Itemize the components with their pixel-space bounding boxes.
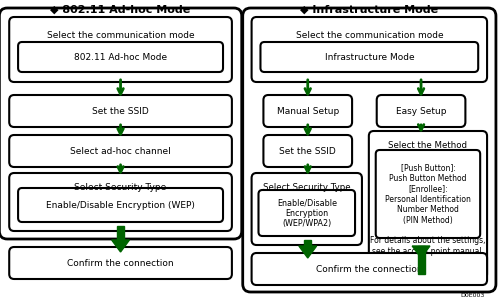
- Text: Set the SSID: Set the SSID: [280, 146, 336, 156]
- Text: Select ad-hoc channel: Select ad-hoc channel: [70, 146, 171, 156]
- Polygon shape: [112, 240, 130, 252]
- FancyBboxPatch shape: [9, 95, 232, 127]
- Text: Manual Setup: Manual Setup: [276, 106, 339, 116]
- FancyBboxPatch shape: [264, 95, 352, 127]
- Text: Select Security Type: Select Security Type: [74, 184, 166, 192]
- FancyBboxPatch shape: [260, 42, 478, 72]
- FancyBboxPatch shape: [252, 253, 487, 285]
- Polygon shape: [299, 246, 316, 258]
- FancyBboxPatch shape: [252, 173, 362, 245]
- Text: Enable/Disable Encryption (WEP): Enable/Disable Encryption (WEP): [46, 200, 195, 210]
- FancyBboxPatch shape: [9, 17, 232, 82]
- Text: ◆ Infrastructure Mode: ◆ Infrastructure Mode: [300, 5, 438, 15]
- FancyBboxPatch shape: [376, 95, 466, 127]
- FancyBboxPatch shape: [9, 247, 232, 279]
- Text: D0E003: D0E003: [460, 293, 485, 298]
- Text: Enable/Disable
Encryption
(WEP/WPA2): Enable/Disable Encryption (WEP/WPA2): [277, 198, 337, 228]
- FancyBboxPatch shape: [242, 8, 496, 292]
- Polygon shape: [304, 240, 311, 246]
- FancyBboxPatch shape: [18, 42, 223, 72]
- Polygon shape: [418, 246, 424, 274]
- Polygon shape: [117, 226, 124, 240]
- Text: For details about the settings,
see the access point manual.: For details about the settings, see the …: [370, 236, 486, 256]
- Text: 802.11 Ad-hoc Mode: 802.11 Ad-hoc Mode: [74, 52, 167, 62]
- FancyBboxPatch shape: [258, 190, 355, 236]
- Text: Select the communication mode: Select the communication mode: [46, 31, 195, 41]
- Text: Select the communication mode: Select the communication mode: [296, 31, 443, 41]
- Text: Infrastructure Mode: Infrastructure Mode: [324, 52, 414, 62]
- FancyBboxPatch shape: [252, 17, 487, 82]
- FancyBboxPatch shape: [369, 131, 487, 279]
- Text: ◆ 802.11 Ad-hoc Mode: ◆ 802.11 Ad-hoc Mode: [50, 5, 190, 15]
- FancyBboxPatch shape: [264, 135, 352, 167]
- Text: Confirm the connection: Confirm the connection: [67, 259, 174, 267]
- Text: Set the SSID: Set the SSID: [92, 106, 149, 116]
- FancyBboxPatch shape: [9, 173, 232, 231]
- Text: Easy Setup: Easy Setup: [396, 106, 446, 116]
- Text: Select Security Type: Select Security Type: [263, 184, 350, 192]
- FancyBboxPatch shape: [0, 8, 242, 239]
- Polygon shape: [412, 246, 430, 258]
- Text: Confirm the connection: Confirm the connection: [316, 264, 422, 274]
- FancyBboxPatch shape: [18, 188, 223, 222]
- Text: [Push Button]:
Push Button Method
[Enrollee]:
Personal Identification
Number Met: [Push Button]: Push Button Method [Enrol…: [385, 163, 471, 224]
- Text: Select the Method: Select the Method: [388, 142, 468, 150]
- FancyBboxPatch shape: [376, 150, 480, 238]
- FancyBboxPatch shape: [9, 135, 232, 167]
